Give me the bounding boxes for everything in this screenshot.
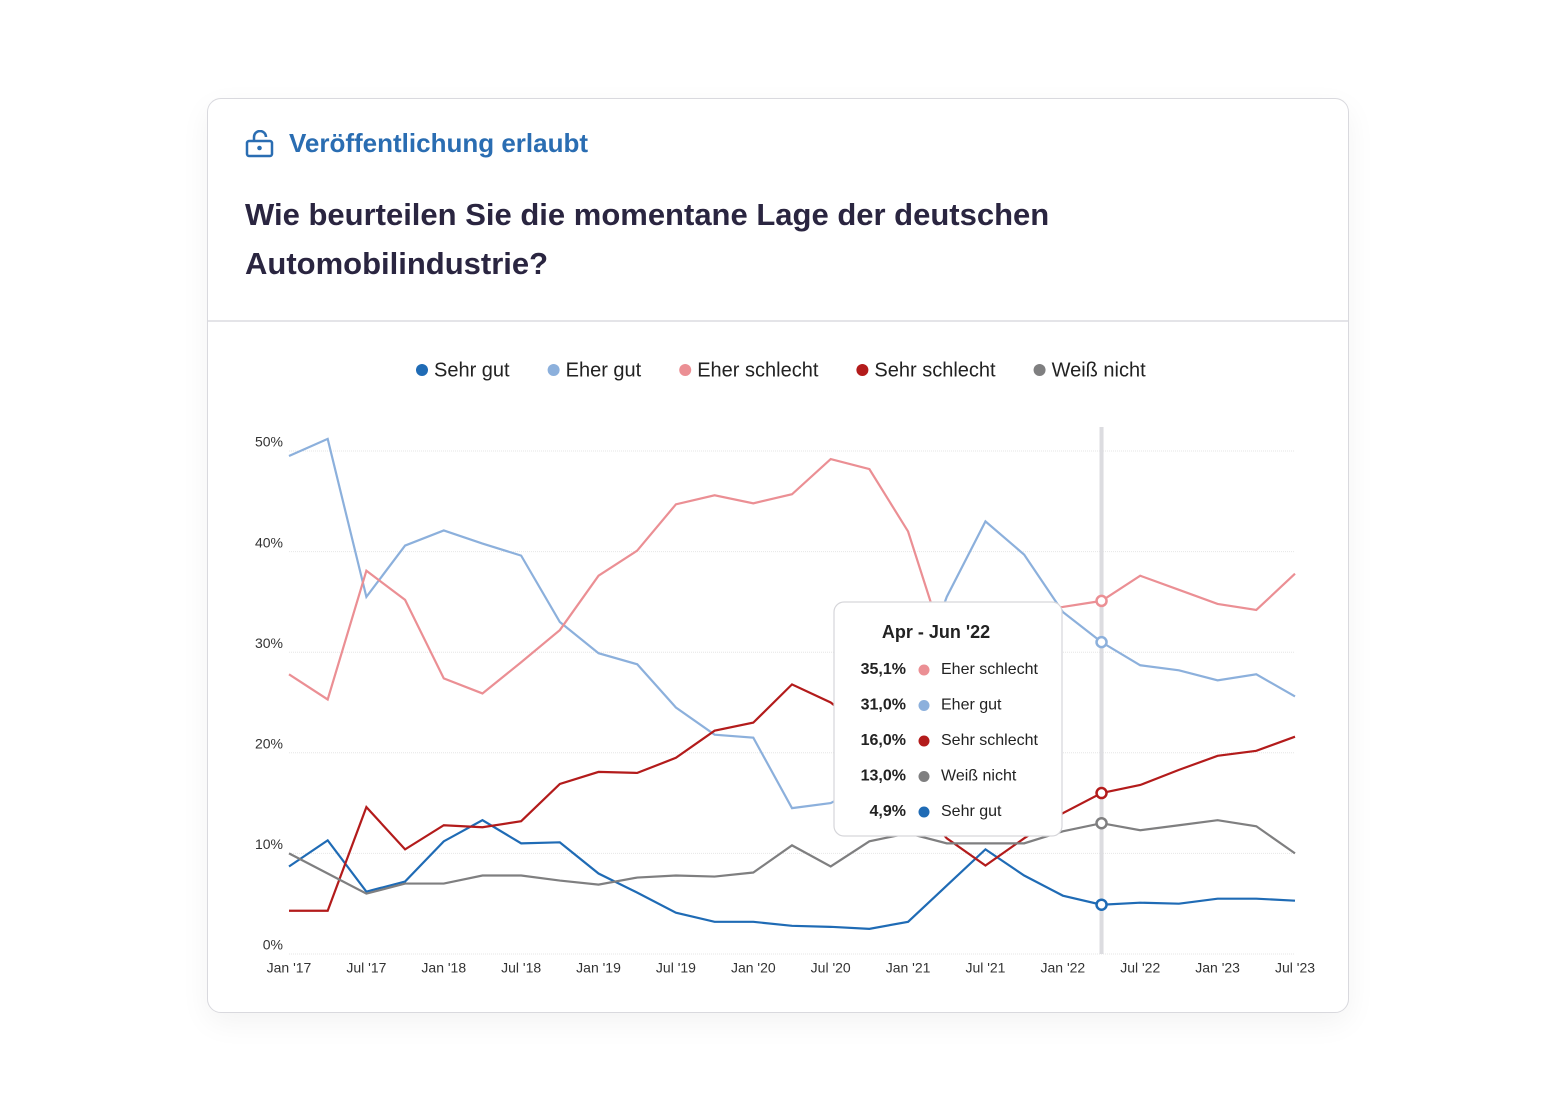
hover-marker <box>1095 635 1108 649</box>
x-tick-label: Jul '23 <box>1275 960 1315 976</box>
legend-label: Eher schlecht <box>697 359 819 381</box>
divider <box>208 320 1348 322</box>
legend-label: Sehr schlecht <box>874 359 996 381</box>
y-tick-label: 10% <box>255 836 283 852</box>
x-tick-label: Jul '22 <box>1120 960 1160 976</box>
badge: Veröffentlichung erlaubt <box>245 128 588 159</box>
title: Wie beurteilen Sie die momentane Lage de… <box>245 197 1050 281</box>
tooltip-name: Sehr schlecht <box>941 732 1038 749</box>
series-line <box>288 457 1296 702</box>
series-line <box>288 819 1296 895</box>
x-tick-label: Jul '17 <box>346 960 386 976</box>
tooltip-marker <box>918 806 930 818</box>
legend-marker <box>1033 364 1046 376</box>
legend-marker <box>679 364 692 376</box>
hover-marker <box>1095 816 1108 830</box>
x-tick-label: Jan '20 <box>731 960 776 976</box>
tooltip-title: Apr - Jun '22 <box>882 622 990 642</box>
legend-label: Weiß nicht <box>1052 359 1147 381</box>
tooltip-name: Weiß nicht <box>941 768 1017 785</box>
y-tick-label: 30% <box>255 635 283 651</box>
tooltip-name: Eher gut <box>941 697 1002 714</box>
tooltip-marker <box>918 700 930 711</box>
tooltip-name: Sehr gut <box>941 803 1002 820</box>
x-tick-label: Jul '21 <box>965 960 1005 976</box>
hover-marker <box>1095 594 1108 608</box>
x-tick-label: Jan '17 <box>267 960 312 976</box>
series-line <box>289 683 1296 912</box>
x-tick-label: Jan '23 <box>1195 960 1240 976</box>
x-tick-label: Jan '18 <box>421 960 466 976</box>
legend-marker <box>856 364 869 376</box>
hover-marker <box>1095 786 1108 800</box>
legend-marker <box>547 364 560 376</box>
tooltip-name: Eher schlecht <box>941 661 1038 678</box>
y-tick-label: 0% <box>263 937 283 953</box>
tooltip-value: 31,0% <box>861 697 906 714</box>
lock-icon <box>245 129 274 157</box>
badge-text: Veröffentlichung erlaubt <box>289 128 589 158</box>
x-tick-label: Jul '18 <box>501 960 541 976</box>
tooltip-marker <box>918 771 930 782</box>
tooltip-value: 35,1% <box>861 661 906 678</box>
tooltip-value: 4,9% <box>870 803 906 820</box>
y-tick-label: 50% <box>255 434 283 450</box>
tooltip-value: 16,0% <box>861 732 906 749</box>
y-tick-label: 20% <box>255 736 283 752</box>
x-tick-label: Jul '19 <box>656 960 696 976</box>
series-line <box>288 437 1296 810</box>
y-tick-label: 40% <box>255 534 283 550</box>
legend-label: Eher gut <box>566 359 642 381</box>
hover-marker <box>1095 898 1108 911</box>
x-tick-label: Jan '19 <box>576 960 621 976</box>
legend-marker <box>416 364 428 376</box>
tooltip-value: 13,0% <box>861 768 906 785</box>
tooltip-marker <box>918 664 930 676</box>
series-line <box>288 818 1296 930</box>
tooltip <box>833 601 1063 837</box>
x-tick-label: Jan '22 <box>1040 960 1085 976</box>
legend-label: Sehr gut <box>434 359 510 381</box>
x-tick-label: Jan '21 <box>886 960 931 976</box>
tooltip-marker <box>918 735 930 747</box>
x-tick-label: Jul '20 <box>811 960 851 976</box>
